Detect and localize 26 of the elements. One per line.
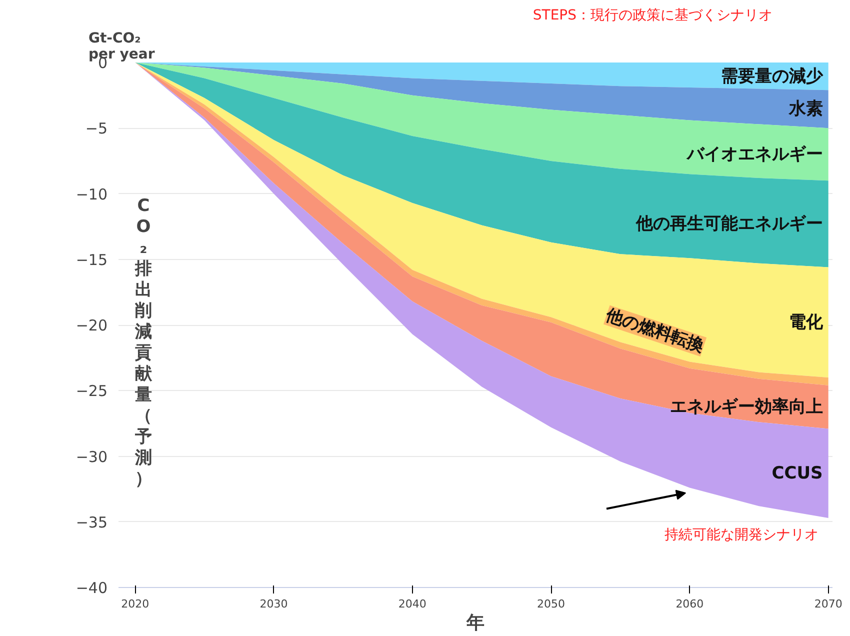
- annotation: 持続可能な開発シナリオ: [664, 527, 819, 543]
- y-tick-label: −30: [76, 448, 108, 466]
- y-tick-label: −15: [76, 250, 108, 269]
- series-label: 需要量の減少: [720, 66, 824, 86]
- x-tick-label: 2070: [814, 598, 842, 610]
- text: STEPS：現行の政策に基づくシナリオ: [532, 8, 773, 24]
- x-tick-label: 2060: [676, 598, 704, 610]
- y-tick-label: −35: [76, 513, 108, 532]
- series-label: 電化: [788, 312, 824, 332]
- series-label: エネルギー効率向上: [670, 397, 823, 418]
- y-tick-label: −25: [76, 382, 108, 400]
- x-tick-label: 2050: [537, 598, 566, 610]
- x-axis-title: 年: [466, 612, 484, 634]
- y-tick-label: −40: [76, 579, 108, 597]
- text: 他の燃料転換: [602, 304, 708, 357]
- y-tick-label: −5: [85, 120, 108, 138]
- y-tick-label: −20: [76, 316, 108, 334]
- text: CO₂排出削減貢献量（予測）: [135, 196, 152, 489]
- y-tick-label: −10: [76, 185, 108, 204]
- series-label: 他の再生可能エネルギー: [634, 214, 823, 234]
- x-tick-label: 2030: [260, 598, 288, 610]
- series-label: 水素: [788, 99, 823, 120]
- x-tick-label: 2040: [398, 598, 426, 610]
- x-tick-label: 2020: [121, 598, 150, 610]
- series-label: CCUS: [772, 463, 823, 484]
- series-label: バイオエネルギー: [686, 144, 823, 164]
